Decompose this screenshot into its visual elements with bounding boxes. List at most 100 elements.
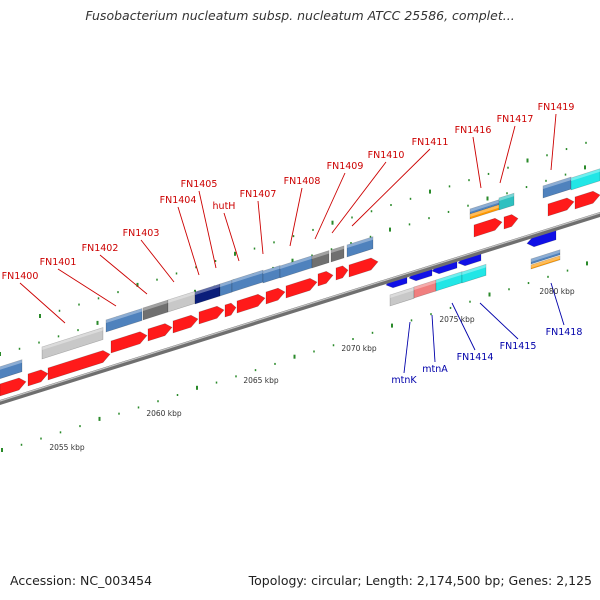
feature-bar-salmon-shine <box>414 279 436 290</box>
genome-stats-text: Topology: circular; Length: 2,174,500 bp… <box>248 573 592 588</box>
leader-line <box>351 148 431 227</box>
scale-label: 2060 kbp <box>146 409 182 418</box>
backbone-highlight <box>0 212 600 402</box>
leader-line <box>57 268 117 307</box>
feature-label-fn1411: FN1411 <box>412 137 449 148</box>
feature-bar-gray-shine <box>143 300 168 311</box>
feature-bar-orange-shine <box>470 204 500 217</box>
feature-bar-steel-shine <box>263 265 280 274</box>
feature-label-fn1403: FN1403 <box>123 228 160 239</box>
tick-marks <box>0 141 588 452</box>
feature-bar-salmon <box>413 279 437 299</box>
gene-arrows <box>0 190 600 397</box>
feature-bar-steel <box>279 255 313 279</box>
gene-arrow-red <box>236 293 266 314</box>
feature-bar-steel-shine <box>531 249 560 262</box>
gene-arrow-red <box>348 257 379 278</box>
feature-bar-gray-shine <box>312 250 329 259</box>
feature-bar-steel <box>542 176 572 199</box>
leader-line <box>19 282 66 324</box>
gene-arrow-red <box>503 214 519 230</box>
feature-bar-cyan <box>435 271 463 292</box>
feature-bar-steel <box>346 236 374 258</box>
feature-bar-steel-shine <box>0 359 22 370</box>
scale-label: 2075 kbp <box>439 315 475 324</box>
feature-bar-steel-shine <box>106 308 142 323</box>
scale-label: 2055 kbp <box>49 443 85 452</box>
scale-label: 2080 kbp <box>539 287 575 296</box>
leader-line <box>99 254 148 295</box>
gene-arrow-red <box>110 331 148 354</box>
feature-label-fn1419: FN1419 <box>538 102 575 113</box>
feature-bar-steel <box>231 269 264 293</box>
feature-label-fn1418: FN1418 <box>546 327 583 338</box>
scale-label: 2065 kbp <box>243 376 279 385</box>
accession-text: Accession: NC_003454 <box>10 573 153 588</box>
leader-line <box>550 282 565 326</box>
leader-line <box>198 190 217 269</box>
genome-title: Fusobacterium nucleatum subsp. nucleatum… <box>85 8 515 23</box>
leader-line <box>257 200 264 255</box>
feature-label-fn1407: FN1407 <box>240 189 277 200</box>
gene-arrow-red <box>285 278 318 299</box>
feature-label-fn1408: FN1408 <box>284 176 321 187</box>
feature-bar-gray <box>330 245 345 263</box>
feature-label-fn1400: FN1400 <box>2 271 39 282</box>
leader-line <box>472 136 482 189</box>
scale-label: 2070 kbp <box>341 344 377 353</box>
leader-line <box>403 321 411 374</box>
leader-line <box>289 187 303 247</box>
feature-bar-navy-shine <box>195 284 220 295</box>
feature-bar-steel-shine <box>543 177 571 189</box>
feature-bar-teal <box>498 192 515 211</box>
leader-line <box>499 125 516 184</box>
feature-bar-cyan-shine <box>571 168 600 181</box>
leader-line <box>331 161 387 234</box>
feature-label-fn1401: FN1401 <box>40 257 77 268</box>
gene-arrow-red <box>172 314 199 334</box>
gene-arrow-red <box>317 271 334 287</box>
feature-label-fn1402: FN1402 <box>82 243 119 254</box>
feature-bar-steel-shine <box>280 255 312 269</box>
leader-line <box>223 212 240 262</box>
gene-arrow-red <box>47 350 111 381</box>
feature-bar-cyan-shine <box>436 271 462 283</box>
feature-bar-cyan-shine <box>462 264 486 275</box>
feature-bar-silver-shine <box>168 291 195 303</box>
feature-label-fn1405: FN1405 <box>181 179 218 190</box>
feature-label-fn1416: FN1416 <box>455 125 492 136</box>
feature-bar-silver-shine <box>390 287 414 298</box>
feature-bar-silver <box>167 290 196 313</box>
leader-line <box>431 314 436 363</box>
feature-label-mtnk: mtnK <box>391 375 417 386</box>
feature-bar-steel-shine <box>232 270 263 283</box>
gene-arrow-red <box>198 305 225 325</box>
feature-label-mtna: mtnA <box>422 364 448 375</box>
feature-label-huth: hutH <box>213 201 236 212</box>
feature-bar-silver <box>41 327 104 360</box>
feature-bar-steel <box>530 249 561 265</box>
feature-bar-steel-shine <box>220 280 232 287</box>
scale-labels: 2055 kbp 2060 kbp 2065 kbp 2070 kbp 2075 kbp… <box>49 287 575 452</box>
leader-line <box>140 239 175 283</box>
feature-bar-gray-shine <box>331 245 344 253</box>
gene-arrow-red <box>27 369 49 387</box>
feature-bar-steel <box>0 359 23 380</box>
feature-bar-cyan <box>570 168 600 191</box>
feature-label-fn1417: FN1417 <box>497 114 534 125</box>
backbone-group <box>0 212 600 405</box>
feature-label-fn1414: FN1414 <box>457 352 494 363</box>
feature-bar-teal-shine <box>499 193 514 201</box>
leader-line <box>314 172 346 240</box>
feature-label-fn1415: FN1415 <box>500 341 537 352</box>
feature-bar-steel <box>262 265 281 284</box>
gene-arrow-red <box>547 197 575 217</box>
feature-bar-steel-shine <box>347 236 373 248</box>
gene-arrow-red <box>335 265 349 281</box>
feature-bar-steel-shine <box>470 199 500 212</box>
feature-bar-orange-shine <box>531 255 560 268</box>
feature-bars <box>0 168 600 380</box>
gene-arrow-red <box>147 323 173 342</box>
